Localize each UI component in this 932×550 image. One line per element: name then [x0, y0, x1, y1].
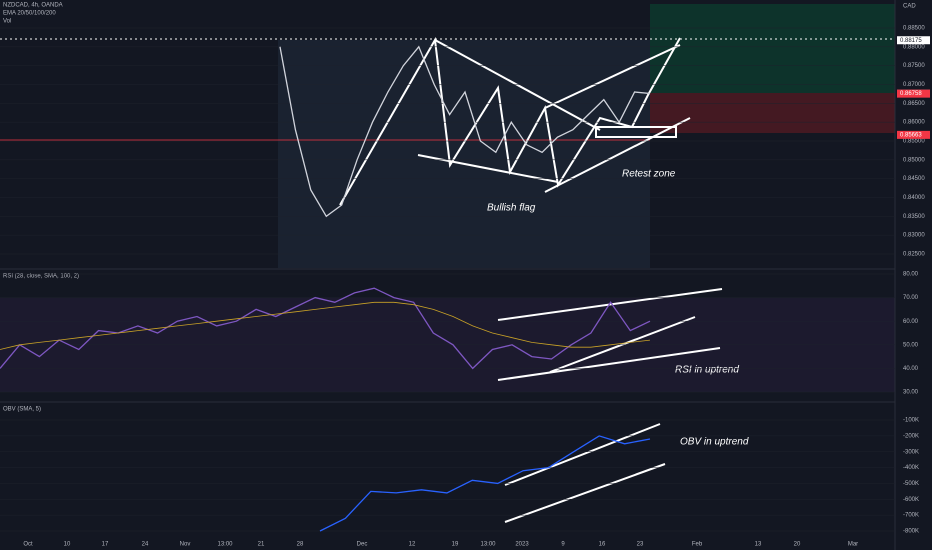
y-tick-label: 0.83500	[903, 214, 925, 220]
x-tick-label: 16	[599, 542, 606, 548]
y-tick-label: 50.00	[903, 342, 919, 348]
x-tick-label: 17	[102, 542, 109, 548]
y-tick-label: 0.82500	[903, 252, 925, 258]
y-tick-label: 0.86500	[903, 101, 925, 107]
trendline	[434, 39, 601, 131]
annotation: OBV in uptrend	[680, 437, 749, 448]
price-marker	[897, 36, 930, 45]
y-tick-label: 0.83000	[903, 233, 925, 239]
x-tick-label: 24	[142, 542, 149, 548]
trendline	[497, 347, 721, 381]
annotation: RSI in uptrend	[675, 365, 739, 376]
y-tick-label: 0.88000	[903, 44, 925, 50]
rsi-title: RSI (28, close, SMA, 100, 2)	[3, 274, 79, 280]
trendline	[417, 154, 559, 183]
currency: CAD	[903, 4, 916, 10]
x-tick-label: 10	[64, 542, 71, 548]
trendline	[504, 423, 661, 486]
y-tick-label: 80.00	[903, 272, 919, 278]
x-tick-label: 13:00	[217, 542, 233, 548]
y-tick-label: 70.00	[903, 295, 919, 301]
retest-box	[595, 126, 677, 138]
y-tick-label: 0.86000	[903, 120, 925, 126]
range-bg	[278, 40, 650, 268]
annotation: Retest zone	[622, 169, 676, 180]
loss-zone	[650, 93, 895, 133]
y-tick-label: -700K	[903, 513, 919, 519]
y-tick-label: -600K	[903, 497, 919, 503]
y-tick-label: -400K	[903, 465, 919, 471]
y-tick-label: 60.00	[903, 319, 919, 325]
y-tick-label: 0.84000	[903, 195, 925, 201]
indicator: EMA 20/50/100/200	[3, 11, 56, 17]
y-tick-label: -500K	[903, 481, 919, 487]
y-tick-label: 0.85000	[903, 157, 925, 163]
series-line	[319, 435, 651, 532]
y-tick-label: -100K	[903, 418, 919, 424]
y-tick-label: 30.00	[903, 390, 919, 396]
trendline	[504, 463, 666, 523]
y-tick-label: -800K	[903, 529, 919, 535]
x-tick-label: 2023	[515, 542, 529, 548]
x-tick-label: 9	[561, 542, 565, 548]
x-tick-label: 21	[258, 542, 265, 548]
price-marker	[897, 89, 930, 98]
y-tick-label: 0.88500	[903, 26, 925, 32]
x-tick-label: 19	[452, 542, 459, 548]
x-tick-label: Dec	[357, 542, 368, 548]
price-marker	[897, 130, 930, 139]
y-tick-label: 40.00	[903, 366, 919, 372]
y-tick-label: -200K	[903, 433, 919, 439]
x-tick-label: 23	[637, 542, 644, 548]
x-tick-label: 20	[794, 542, 801, 548]
symbol: NZDCAD, 4h, OANDA	[3, 3, 63, 9]
y-tick-label: 0.84500	[903, 176, 925, 182]
price-marker-label: 0.85663	[900, 132, 922, 138]
x-tick-label: 13:00	[480, 542, 496, 548]
trendline	[544, 44, 681, 109]
y-tick-label: 0.85500	[903, 139, 925, 145]
x-tick-label: 28	[297, 542, 304, 548]
x-tick-label: Feb	[692, 542, 703, 548]
y-tick-label: 0.87000	[903, 82, 925, 88]
series-line	[279, 45, 651, 218]
series-line	[0, 287, 651, 370]
x-tick-label: Nov	[180, 542, 191, 548]
y-tick-label: 0.87500	[903, 63, 925, 69]
series-line	[0, 301, 651, 350]
trendline	[544, 117, 691, 193]
x-tick-label: 12	[409, 542, 416, 548]
x-tick-label: Oct	[23, 542, 33, 548]
x-tick-label: 13	[755, 542, 762, 548]
drawings	[339, 36, 723, 523]
annotation: Bullish flag	[487, 203, 536, 214]
price-marker-label: 0.88175	[900, 38, 922, 44]
volume-label: Vol	[3, 19, 11, 25]
profit-zone	[650, 4, 895, 93]
price-marker-label: 0.86758	[900, 91, 922, 97]
trendline	[497, 288, 723, 321]
trendline	[549, 316, 696, 373]
y-tick-label: -300K	[903, 449, 919, 455]
x-tick-label: Mar	[848, 542, 858, 548]
obv-title: OBV (SMA, 5)	[3, 407, 41, 413]
